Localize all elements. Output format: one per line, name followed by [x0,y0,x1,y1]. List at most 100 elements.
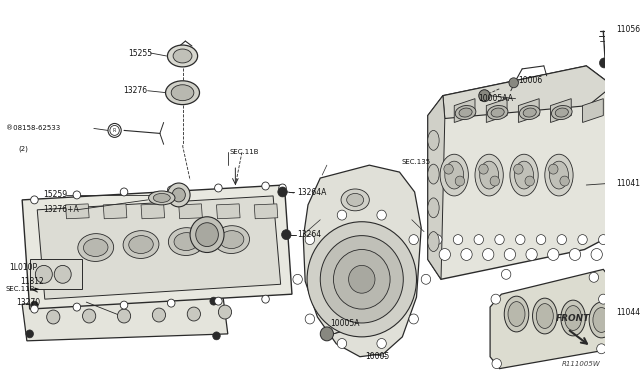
Text: R: R [113,128,116,133]
Circle shape [307,222,417,337]
Circle shape [409,235,419,244]
Ellipse shape [510,154,538,196]
Circle shape [26,330,33,338]
Ellipse shape [347,193,364,206]
Circle shape [560,176,570,186]
Ellipse shape [455,106,476,120]
Circle shape [377,210,387,220]
Ellipse shape [523,108,536,117]
Circle shape [536,235,546,244]
Circle shape [35,265,52,283]
Circle shape [168,183,190,207]
Circle shape [214,297,222,305]
Ellipse shape [166,81,200,105]
Circle shape [598,235,608,244]
Circle shape [54,265,71,283]
Circle shape [210,297,218,305]
Ellipse shape [174,232,198,250]
Text: SEC.135: SEC.135 [401,159,431,165]
Ellipse shape [440,154,468,196]
Text: (2): (2) [19,145,28,151]
Circle shape [490,176,500,186]
Ellipse shape [504,296,529,332]
Ellipse shape [214,226,250,253]
Circle shape [218,305,232,319]
Circle shape [516,235,525,244]
Circle shape [453,235,463,244]
Text: R111005W: R111005W [562,360,600,367]
Ellipse shape [589,302,614,338]
Circle shape [525,176,534,186]
Circle shape [461,248,472,260]
Circle shape [31,305,38,313]
Polygon shape [518,99,539,122]
Ellipse shape [220,231,244,248]
Ellipse shape [173,49,192,63]
Polygon shape [22,297,228,341]
Circle shape [433,235,442,244]
Circle shape [279,184,286,192]
Circle shape [600,58,609,68]
Circle shape [320,235,403,323]
Circle shape [120,188,128,196]
Polygon shape [254,204,278,219]
Polygon shape [216,204,240,219]
Ellipse shape [428,131,439,150]
Ellipse shape [459,108,472,117]
Circle shape [31,301,38,309]
Text: 1L010P: 1L010P [9,263,37,272]
Circle shape [421,274,431,284]
Circle shape [548,164,558,174]
Ellipse shape [445,161,463,189]
Text: 13264: 13264 [298,230,322,239]
Text: 15255: 15255 [128,48,152,58]
Circle shape [504,248,516,260]
Polygon shape [141,204,164,219]
Ellipse shape [168,228,204,256]
Circle shape [483,248,494,260]
Polygon shape [550,99,572,122]
Ellipse shape [168,45,198,67]
Circle shape [509,78,518,88]
Text: FRONT: FRONT [556,314,590,324]
Ellipse shape [515,161,534,189]
Text: 13270: 13270 [17,298,40,307]
Circle shape [455,176,465,186]
Text: 11812: 11812 [20,277,44,286]
Circle shape [117,309,131,323]
Circle shape [548,248,559,260]
Circle shape [479,164,488,174]
Circle shape [172,188,186,202]
Circle shape [278,187,287,197]
Polygon shape [428,66,612,279]
Ellipse shape [552,106,572,120]
Circle shape [492,359,501,369]
Ellipse shape [428,232,439,251]
Ellipse shape [532,298,557,334]
Ellipse shape [475,154,503,196]
Text: 11056: 11056 [616,25,640,34]
Ellipse shape [487,106,508,120]
Ellipse shape [593,308,610,333]
Text: 10006: 10006 [518,76,543,85]
Circle shape [83,309,96,323]
Circle shape [31,196,38,204]
Polygon shape [22,185,292,309]
Polygon shape [490,269,612,369]
Ellipse shape [341,189,369,211]
Text: 13264A: 13264A [298,189,327,198]
Text: 11041: 11041 [616,179,640,187]
Circle shape [439,248,451,260]
Text: 13276+A: 13276+A [43,205,79,214]
Circle shape [47,310,60,324]
Circle shape [168,299,175,307]
Circle shape [598,294,608,304]
Circle shape [474,235,483,244]
Circle shape [349,265,375,293]
Circle shape [377,339,387,349]
Ellipse shape [428,164,439,184]
Polygon shape [582,99,604,122]
Circle shape [591,248,602,260]
Circle shape [262,295,269,303]
Circle shape [333,250,390,309]
